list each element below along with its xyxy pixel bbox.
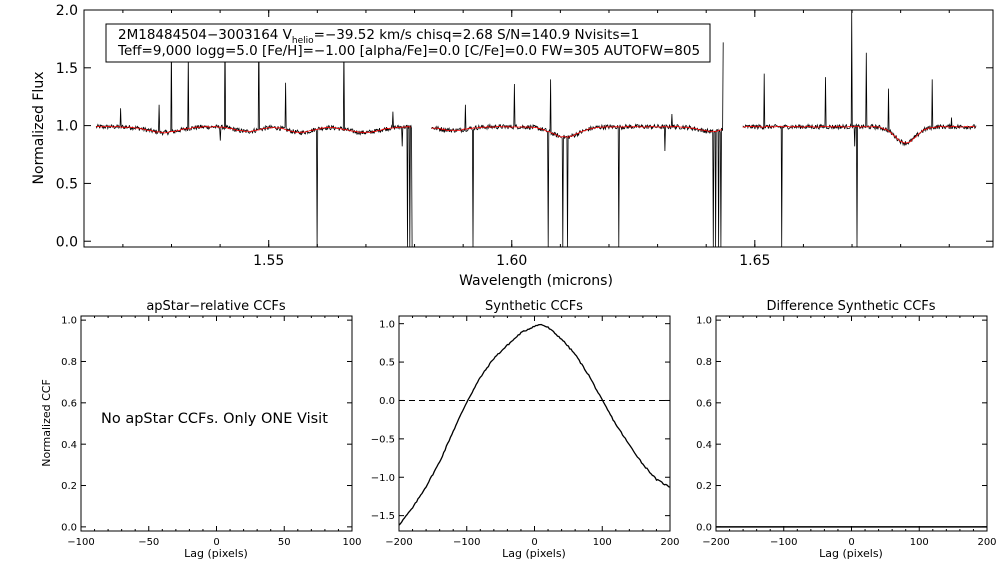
synthetic-ccf-panel: −200 −100 0 100 200 −1.5 −1.0 −0.5 0.0 0.5 1.0 Syn…: [371, 299, 680, 560]
apstar-ccf-x-tick-label: 0: [213, 537, 219, 548]
apstar-ccf-y-tick-label: 0.8: [61, 357, 77, 368]
difference-ccf-y-tick-label: 0.8: [696, 357, 712, 368]
difference-ccf-ticks: −200 −100 0 100 200 0.0 0.2 0.4 0.6 0.8 1.0: [696, 316, 996, 548]
difference-ccf-x-tick-label: 100: [910, 537, 929, 548]
apstar-ccf-ticks: −100 −50 0 50 100 0.0 0.2 0.4 0.6 0.8 1.0: [61, 316, 361, 548]
synthetic-ccf-x-tick-label: 0: [531, 537, 537, 548]
difference-ccf-x-tick-label: −100: [770, 537, 797, 548]
synthetic-ccf-ticks: −200 −100 0 100 200 −1.5 −1.0 −0.5 0.0 0.5 1.0: [371, 316, 680, 548]
spectrum-y-tick-label: 0.5: [56, 176, 78, 192]
legend-star-id: 2M18484504−3003164 V: [118, 27, 293, 43]
spectrum-axes-frame: [83, 9, 994, 248]
difference-ccf-y-tick-label: 0.2: [696, 481, 712, 492]
spectrum-legend-line-1: 2M18484504−3003164 Vhelio=−39.52 km/s ch…: [118, 27, 639, 46]
spectrum-legend-line-2: Teff=9,000 logg=5.0 [Fe/H]=−1.00 [alpha/…: [117, 43, 700, 59]
spectrum-ticks: 1.55 1.60 1.65 0.0 0.5 1.0 1.5 2.0: [56, 3, 993, 269]
synthetic-ccf-x-tick-label: −200: [385, 537, 412, 548]
spectrum-y-tick-label: 2.0: [56, 3, 78, 19]
synthetic-ccf-curve: [398, 323, 671, 526]
difference-ccf-y-tick-label: 0.0: [696, 522, 712, 533]
model-spectrum-line: [96, 125, 976, 144]
synthetic-ccf-x-tick-label: 200: [660, 537, 679, 548]
apstar-ccf-x-tick-label: −50: [138, 537, 159, 548]
synthetic-ccf-y-tick-label: −1.0: [371, 473, 395, 484]
apstar-ccf-y-tick-label: 1.0: [61, 316, 77, 327]
difference-ccf-panel: −200 −100 0 100 200 0.0 0.2 0.4 0.6 0.8 1.0 Differ…: [696, 299, 996, 560]
apstar-ccf-panel: −100 −50 0 50 100 0.0 0.2 0.4 0.6 0.8 1.0 apStar−r…: [40, 299, 362, 560]
spectrum-y-label: Normalized Flux: [31, 72, 47, 185]
apstar-ccf-title: apStar−relative CCFs: [146, 299, 286, 314]
difference-ccf-y-tick-label: 0.6: [696, 398, 712, 409]
difference-ccf-x-label: Lag (pixels): [819, 547, 883, 560]
apstar-ccf-x-tick-label: 100: [342, 537, 361, 548]
spectrum-x-tick-label: 1.60: [496, 253, 527, 269]
spectrum-y-tick-label: 1.0: [56, 119, 78, 135]
difference-ccf-title: Difference Synthetic CCFs: [766, 299, 935, 314]
synthetic-ccf-x-tick-label: −100: [453, 537, 480, 548]
apstar-ccf-y-tick-label: 0.4: [61, 440, 77, 451]
apstar-ccf-y-tick-label: 0.0: [61, 522, 77, 533]
spectrum-x-label: Wavelength (microns): [459, 273, 613, 289]
synthetic-ccf-y-tick-label: −1.5: [371, 511, 395, 522]
synthetic-ccf-y-tick-label: −0.5: [371, 434, 395, 445]
apstar-ccf-annotation: No apStar CCFs. Only ONE Visit: [101, 411, 328, 427]
synthetic-ccf-x-tick-label: 100: [593, 537, 612, 548]
legend-vhelio-subscript: helio: [292, 36, 314, 46]
difference-ccf-y-tick-label: 0.4: [696, 440, 712, 451]
apstar-ccf-x-tick-label: −100: [67, 537, 94, 548]
difference-ccf-axes-frame: [715, 315, 988, 532]
difference-ccf-y-tick-label: 1.0: [696, 316, 712, 327]
synthetic-ccf-y-tick-label: 1.0: [379, 319, 395, 330]
synthetic-ccf-y-tick-label: 0.5: [379, 358, 395, 369]
synthetic-ccf-x-label: Lag (pixels): [502, 547, 566, 560]
difference-ccf-x-tick-label: 200: [977, 537, 996, 548]
spectrum-y-tick-label: 1.5: [56, 61, 78, 77]
apstar-ccf-y-tick-label: 0.2: [61, 481, 77, 492]
apstar-ccf-x-tick-label: 50: [278, 537, 291, 548]
synthetic-ccf-title: Synthetic CCFs: [485, 299, 583, 314]
difference-ccf-x-tick-label: 0: [848, 537, 854, 548]
synthetic-ccf-axes-frame: [398, 315, 671, 532]
spectrum-data: [95, 9, 977, 248]
apstar-ccf-y-tick-label: 0.6: [61, 398, 77, 409]
apstar-ccf-y-label: Normalized CCF: [40, 379, 53, 467]
spectrum-x-tick-label: 1.65: [739, 253, 770, 269]
legend-fit-summary: =−39.52 km/s chisq=2.68 S/N=140.9 Nvisit…: [314, 27, 640, 43]
difference-ccf-x-tick-label: −200: [702, 537, 729, 548]
synthetic-ccf-y-tick-label: 0.0: [379, 396, 395, 407]
spectrum-panel: 1.55 1.60 1.65 0.0 0.5 1.0 1.5 2.0 Wavelength (…: [31, 3, 994, 289]
apstar-ccf-x-label: Lag (pixels): [184, 547, 248, 560]
spectrum-legend-box: [105, 23, 711, 63]
spectrum-y-tick-label: 0.0: [56, 234, 78, 250]
spectrum-x-tick-label: 1.55: [253, 253, 284, 269]
